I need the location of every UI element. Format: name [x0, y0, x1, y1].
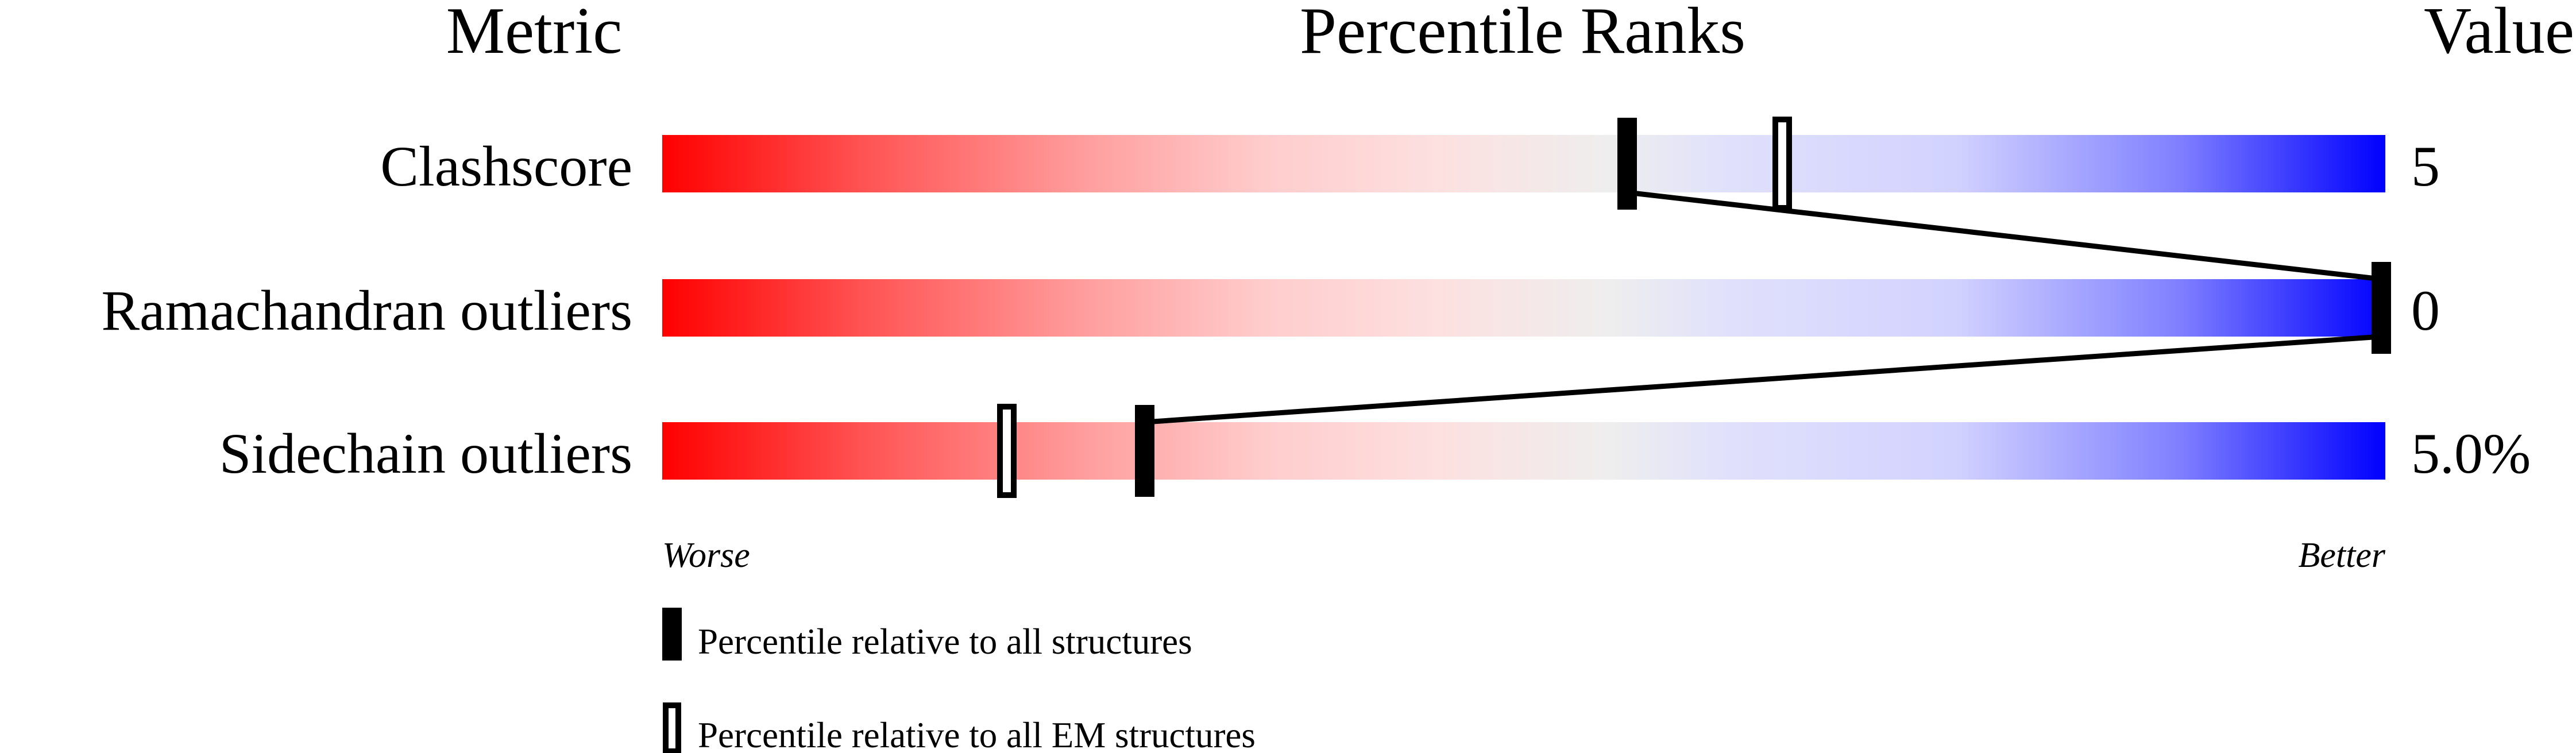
- connector-line: [1627, 190, 2382, 282]
- legend-open-marker: [663, 702, 681, 753]
- metric-value: 0: [2411, 279, 2440, 342]
- legend-all-label: Percentile relative to all structures: [698, 621, 1192, 662]
- percentile-bar: [662, 135, 2385, 192]
- connector-line: [1144, 334, 2382, 425]
- metric-label: Sidechain outliers: [219, 422, 632, 485]
- marker-all: [1135, 405, 1154, 497]
- marker-em: [1772, 117, 1792, 211]
- marker-all: [1617, 118, 1637, 210]
- metric-label: Ramachandran outliers: [101, 279, 632, 342]
- metric-value: 5: [2411, 134, 2440, 198]
- header-metric: Metric: [446, 0, 623, 67]
- legend-filled-marker: [662, 608, 682, 661]
- header-percentile-ranks: Percentile Ranks: [1300, 0, 1745, 67]
- axis-worse-label: Worse: [662, 536, 750, 575]
- legend-em-label: Percentile relative to all EM structures: [698, 715, 1256, 753]
- metric-value: 5.0%: [2411, 422, 2531, 485]
- marker-all: [2372, 262, 2391, 354]
- metric-label: Clashscore: [380, 134, 632, 198]
- percentile-bar: [662, 279, 2385, 337]
- axis-better-label: Better: [2299, 536, 2386, 575]
- percentile-bar: [662, 422, 2385, 480]
- marker-em: [997, 404, 1017, 498]
- header-value: Value: [2424, 0, 2574, 67]
